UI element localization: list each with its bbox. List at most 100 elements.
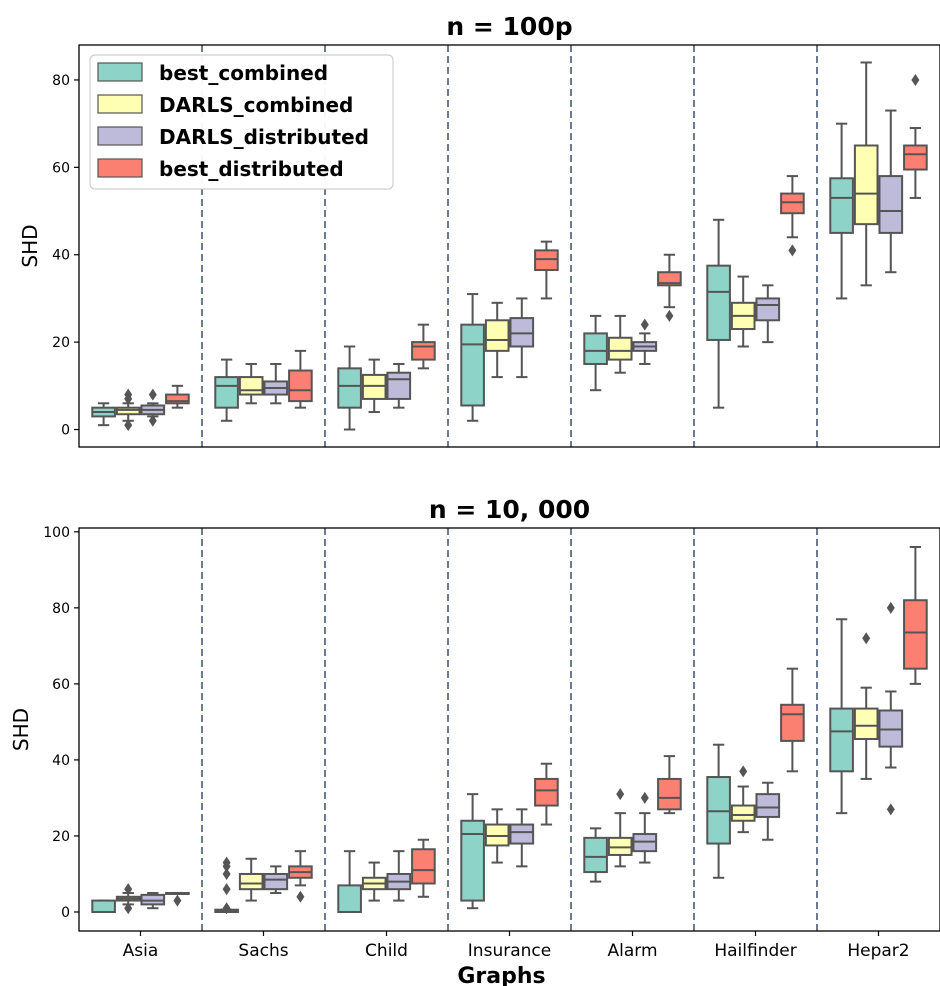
box-sachs-best-distributed: [288, 349, 313, 409]
outlier-point: [222, 902, 231, 915]
box-alarm-best-combined: [583, 314, 608, 392]
box-iqr: [706, 264, 731, 341]
outlier-point: [665, 309, 674, 322]
box-iqr: [214, 376, 239, 409]
box-hailfinder-best-combined: [706, 743, 731, 879]
series-darls-distributed: [140, 109, 904, 427]
series-best-distributed: [165, 73, 928, 409]
outlier-point: [124, 902, 133, 915]
box-iqr: [238, 872, 264, 891]
y-tick-label: 20: [52, 829, 70, 845]
box-iqr: [780, 703, 805, 742]
box-hepar2-best-combined: [829, 122, 854, 300]
x-axis-label: Graphs: [457, 964, 545, 986]
box-iqr: [460, 819, 485, 902]
series-best-combined: [91, 122, 854, 431]
outlier-point: [640, 318, 649, 331]
box-iqr: [411, 341, 436, 361]
box-iqr: [853, 707, 879, 741]
box-child-best-combined: [337, 345, 362, 431]
y-tick-label: 0: [61, 905, 70, 921]
outlier-point: [616, 788, 625, 801]
chart-panel-1: 0 20 40 60 80 n = 100p SHD best_combined DARLS_c…: [18, 12, 940, 448]
series-best-combined: [91, 618, 854, 915]
y-tick-label: 0: [61, 423, 70, 439]
box-insurance-best-combined: [460, 793, 485, 910]
box-insurance-darls-distributed: [509, 297, 535, 379]
chart-panel-2: 0 20 40 60 80 100 Asia Sachs Child Insurance Alarm…: [9, 495, 940, 986]
box-hailfinder-best-distributed: [780, 667, 805, 773]
legend-item-best-combined: best_combined: [97, 61, 328, 85]
box-child-best-distributed: [411, 838, 436, 898]
outlier-point: [788, 244, 797, 257]
box-sachs-darls-distributed: [263, 865, 289, 894]
box-alarm-best-distributed: [657, 755, 682, 815]
box-iqr: [853, 144, 879, 226]
box-iqr: [411, 848, 436, 885]
box-iqr: [484, 319, 510, 352]
y-tick-label: 60: [52, 160, 70, 176]
box-alarm-darls-combined: [607, 314, 633, 374]
outlier-point: [886, 803, 895, 816]
box-insurance-best-combined: [460, 293, 485, 422]
y-tick-label: 20: [52, 335, 70, 351]
legend-swatch: [97, 126, 143, 146]
legend-item-best-distributed: best_distributed: [97, 157, 344, 181]
box-hailfinder-darls-combined: [730, 275, 756, 348]
x-tick-label: Asia: [123, 941, 159, 961]
box-iqr: [361, 373, 387, 400]
legend-label: best_combined: [159, 61, 328, 85]
box-iqr: [91, 899, 116, 913]
legend-swatch: [97, 158, 143, 178]
box-asia-darls-combined: [115, 883, 141, 915]
box-insurance-best-distributed: [534, 240, 559, 300]
box-asia-best-distributed: [165, 384, 190, 409]
box-insurance-best-distributed: [534, 762, 559, 826]
box-iqr: [755, 297, 781, 322]
legend-label: DARLS_combined: [159, 93, 353, 117]
y-tick-label: 80: [52, 601, 70, 617]
outlier-point: [124, 883, 133, 896]
y-tick-label: 100: [43, 525, 70, 541]
box-asia-best-combined: [91, 402, 116, 427]
box-sachs-darls-combined: [238, 362, 264, 405]
box-iqr: [509, 317, 535, 348]
box-child-darls-combined: [361, 358, 387, 414]
y-tick-label: 80: [52, 73, 70, 89]
box-alarm-darls-distributed: [632, 318, 658, 365]
box-alarm-best-distributed: [657, 253, 682, 322]
outlier-point: [886, 601, 895, 614]
box-iqr: [460, 323, 485, 407]
outlier-point: [222, 867, 231, 880]
legend-swatch: [97, 94, 143, 114]
outlier-point: [296, 890, 305, 903]
legend-item-darls-combined: DARLS_combined: [97, 93, 353, 117]
box-hailfinder-darls-distributed: [755, 781, 781, 841]
box-iqr: [829, 177, 854, 234]
box-hepar2-darls-distributed: [878, 109, 904, 274]
box-child-best-distributed: [411, 323, 436, 370]
series-darls-combined: [115, 61, 879, 432]
box-iqr: [657, 271, 682, 287]
legend-swatch: [97, 62, 143, 82]
box-iqr: [657, 777, 682, 811]
box-sachs-darls-combined: [238, 857, 264, 902]
box-hailfinder-darls-combined: [730, 765, 756, 834]
box-alarm-darls-distributed: [632, 791, 658, 864]
chart-title: n = 100p: [446, 12, 572, 41]
outlier-point: [148, 388, 157, 401]
y-axis-label: SHD: [18, 224, 42, 267]
outlier-point: [173, 894, 182, 907]
series-darls-distributed: [140, 601, 904, 910]
box-iqr: [903, 599, 928, 670]
x-tick-label: Hepar2: [847, 941, 909, 961]
box-asia-best-combined: [91, 899, 116, 913]
box-insurance-darls-combined: [484, 301, 510, 379]
x-tick-label: Hailfinder: [714, 941, 796, 961]
legend-label: best_distributed: [159, 157, 344, 181]
outlier-point: [862, 632, 871, 645]
outlier-point: [911, 73, 920, 86]
box-child-darls-distributed: [386, 362, 412, 409]
y-tick-label: 60: [52, 677, 70, 693]
